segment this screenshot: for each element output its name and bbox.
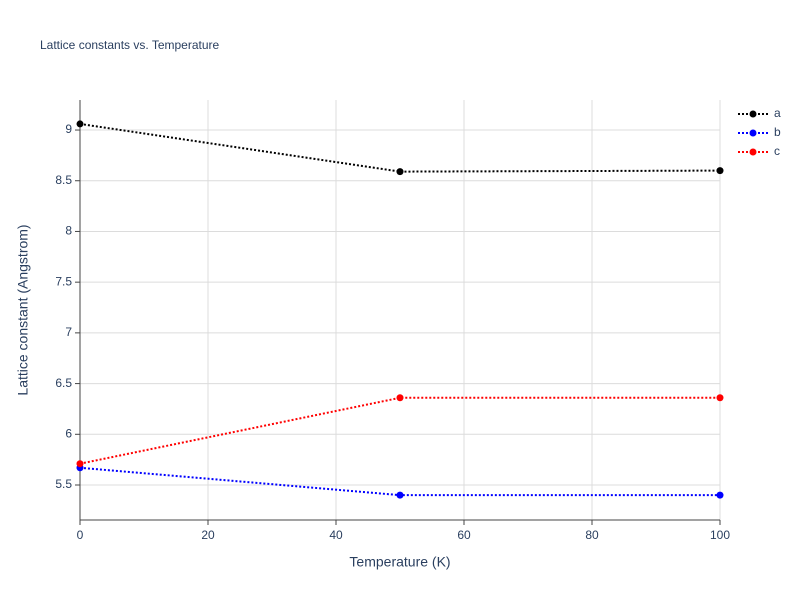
legend-label: c xyxy=(774,144,780,158)
series-line xyxy=(79,122,721,173)
data-point xyxy=(76,120,84,128)
y-tick-label: 6.5 xyxy=(55,376,72,390)
legend-label: a xyxy=(774,106,781,120)
x-tick-label: 60 xyxy=(457,528,471,542)
x-tick-label: 80 xyxy=(585,528,599,542)
x-axis-label: Temperature (K) xyxy=(349,554,450,570)
data-point xyxy=(716,491,724,499)
x-tick-label: 0 xyxy=(77,528,84,542)
data-point xyxy=(716,394,724,402)
legend-marker xyxy=(749,110,757,118)
y-tick-label: 7 xyxy=(65,325,72,339)
y-tick-label: 8.5 xyxy=(55,173,72,187)
legend-marker xyxy=(749,148,757,156)
x-tick-label: 40 xyxy=(329,528,343,542)
y-axis-label: Lattice constant (Angstrom) xyxy=(15,224,31,395)
data-point xyxy=(396,394,404,402)
data-point xyxy=(76,460,84,468)
x-tick-label: 100 xyxy=(710,528,730,542)
y-tick-label: 7.5 xyxy=(55,274,72,288)
series-line xyxy=(79,396,720,465)
x-tick-label: 20 xyxy=(201,528,215,542)
y-tick-label: 6 xyxy=(65,426,72,440)
y-tick-label: 9 xyxy=(65,122,72,136)
data-point xyxy=(396,491,404,499)
y-tick-label: 8 xyxy=(65,224,72,238)
series-line xyxy=(79,466,720,497)
data-point xyxy=(716,167,724,175)
data-point xyxy=(396,168,404,176)
legend-label: b xyxy=(774,125,781,139)
legend-marker xyxy=(749,129,757,137)
y-tick-label: 5.5 xyxy=(55,477,72,491)
chart-title: Lattice constants vs. Temperature xyxy=(40,38,220,52)
